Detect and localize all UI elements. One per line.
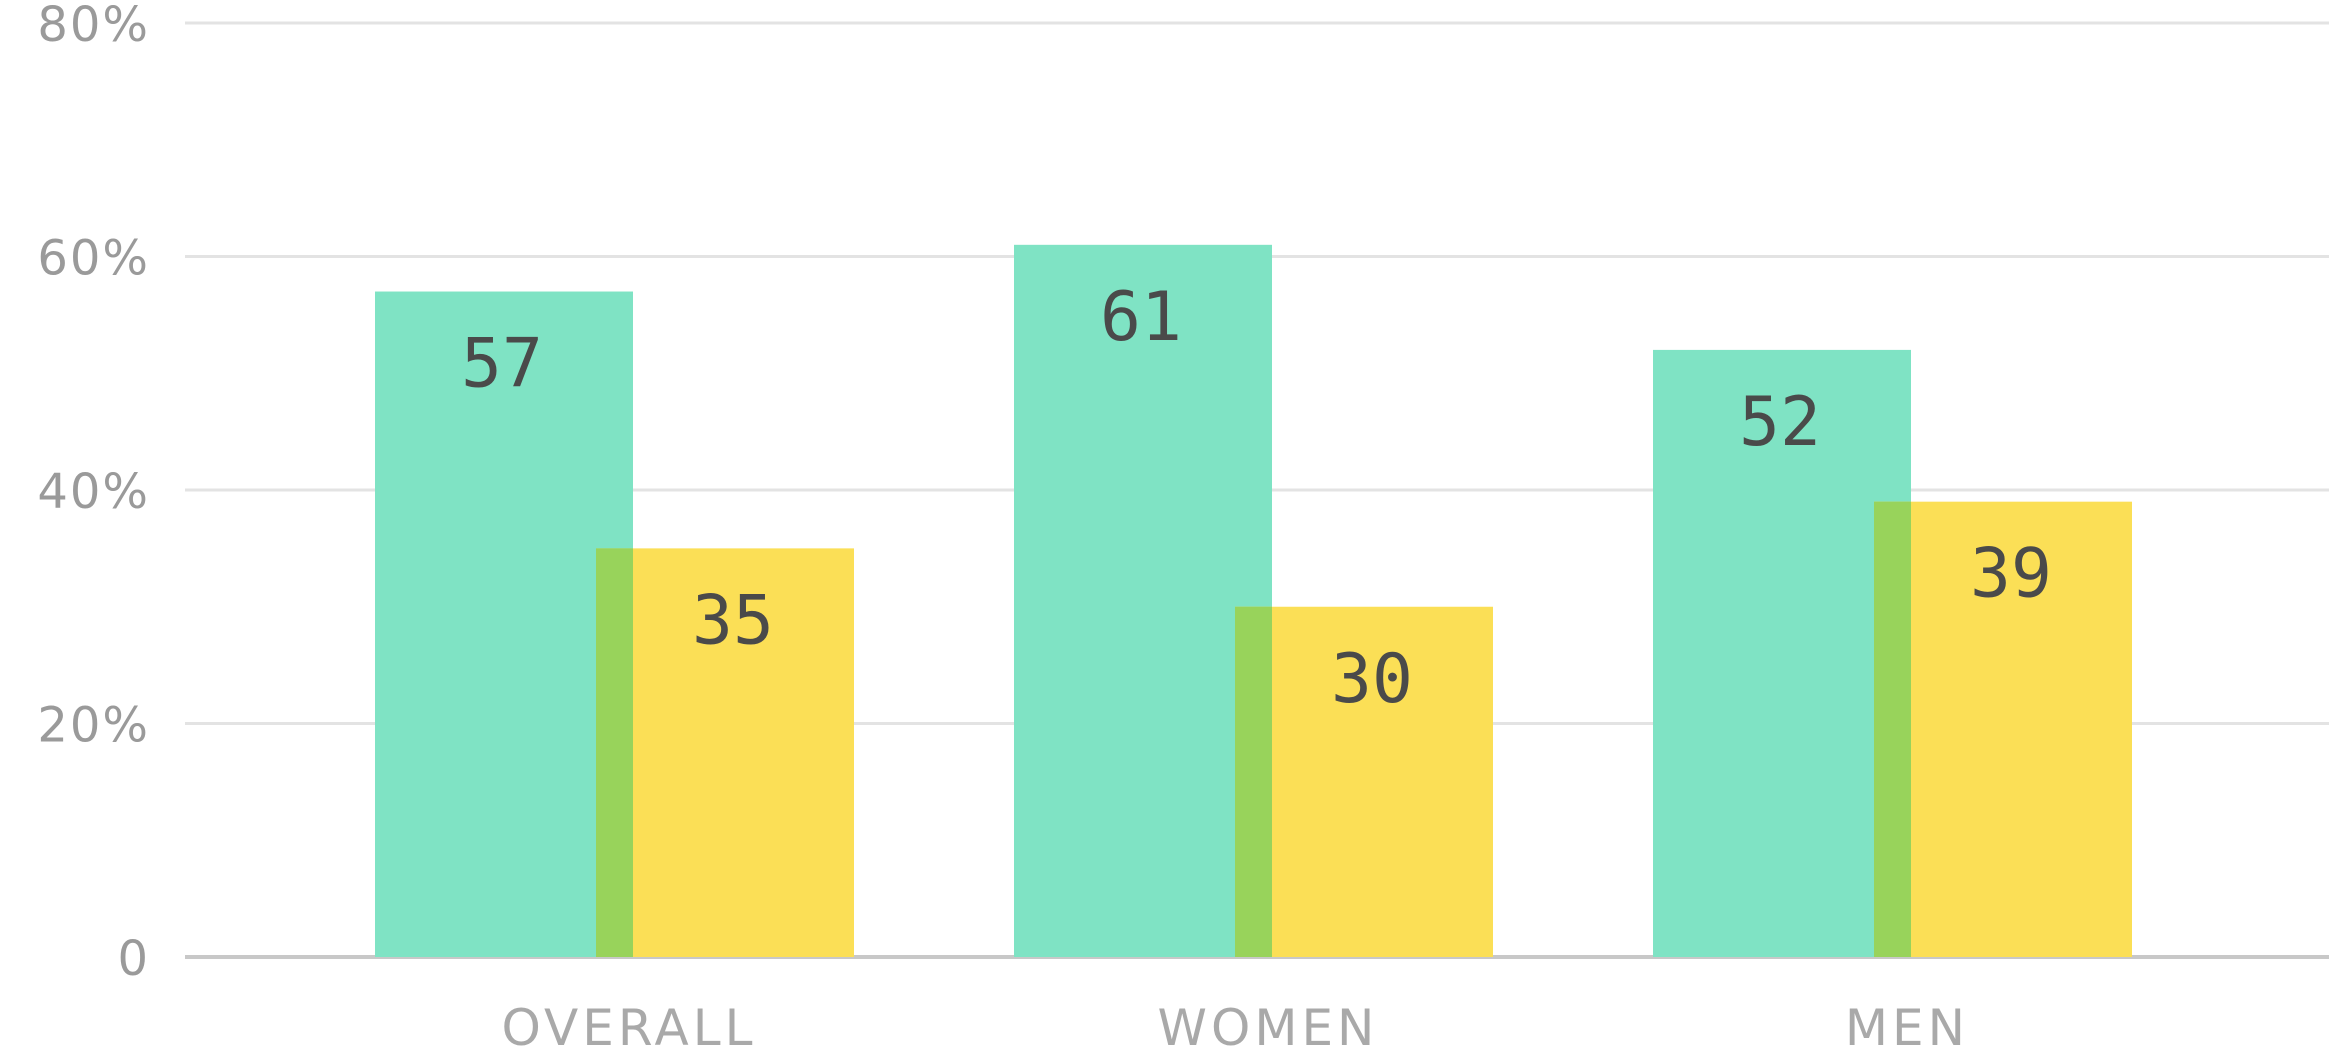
bar-value-label: 30 bbox=[1331, 640, 1413, 719]
x-tick-label: OVERALL bbox=[502, 999, 757, 1057]
bar-overlap bbox=[1235, 606, 1272, 957]
bar-value-label: 61 bbox=[1100, 278, 1182, 357]
bar-value-label: 52 bbox=[1739, 383, 1821, 462]
bar bbox=[375, 291, 633, 957]
y-tick-label: 40% bbox=[37, 464, 150, 520]
bar-overlap bbox=[596, 548, 633, 957]
y-tick-label: 80% bbox=[37, 0, 150, 53]
bar-value-label: 35 bbox=[692, 581, 774, 660]
y-tick-label: 20% bbox=[37, 698, 150, 754]
x-tick-label: MEN bbox=[1845, 999, 1969, 1057]
bar-overlaps bbox=[596, 501, 1911, 957]
x-axis-tick-labels: OVERALL WOMEN MEN bbox=[502, 999, 1969, 1057]
bar-value-label: 39 bbox=[1970, 535, 2052, 614]
bar bbox=[1653, 349, 1911, 957]
bar-value-labels: 57 35 61 30 52 39 bbox=[461, 278, 2052, 719]
bar bbox=[596, 548, 854, 957]
bar bbox=[1014, 244, 1272, 957]
y-tick-label: 60% bbox=[37, 231, 150, 287]
x-tick-label: WOMEN bbox=[1158, 999, 1379, 1057]
bar-overlap bbox=[1874, 501, 1911, 957]
bar-value-label: 57 bbox=[461, 325, 543, 404]
bar bbox=[1235, 606, 1493, 957]
y-axis-tick-labels: 0 20% 40% 60% 80% bbox=[37, 0, 150, 987]
bar bbox=[1874, 501, 2132, 957]
bars bbox=[375, 244, 2132, 957]
y-tick-label: 0 bbox=[117, 931, 150, 987]
